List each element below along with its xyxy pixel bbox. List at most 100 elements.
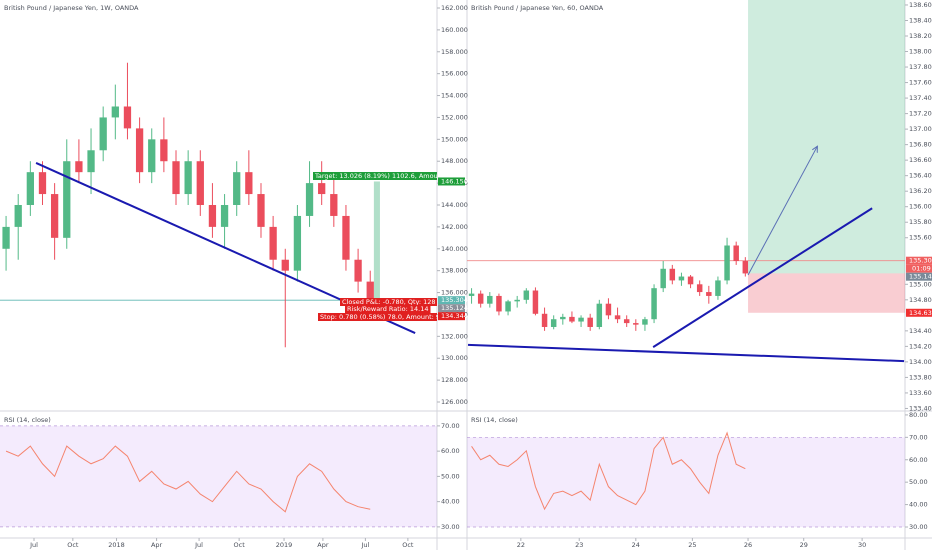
x-tick-label: Apr — [151, 541, 163, 549]
price-label-bg — [438, 304, 465, 313]
y-tick-label: 133.600 — [909, 389, 932, 397]
candle-body — [245, 172, 253, 195]
plot-area — [467, 431, 905, 528]
y-tick-label: 60.00 — [441, 447, 460, 455]
candle-body — [135, 128, 144, 173]
y-tick-label: 40.00 — [441, 498, 460, 506]
y-tick-label: 134.800 — [909, 296, 932, 304]
y-tick-label: 140.000 — [441, 245, 468, 253]
candle-body — [614, 315, 621, 320]
y-tick-label: 148.000 — [441, 157, 468, 165]
y-tick-label: 150.000 — [441, 135, 468, 143]
y-tick-label: 137.800 — [909, 63, 932, 71]
y-tick-label: 137.600 — [909, 79, 932, 87]
annotation: Stop: 0.780 (0.58%) 78.0, Amount: 9900.1… — [320, 313, 463, 321]
x-tick-label: Jul — [29, 541, 38, 549]
y-tick-label: 154.000 — [441, 92, 468, 100]
x-tick-label: Jul — [194, 541, 203, 549]
y-tick-label: 80.00 — [909, 411, 928, 419]
candle-body — [257, 194, 265, 227]
candle-body — [14, 205, 22, 227]
candle-body — [596, 303, 603, 327]
candle-body — [293, 215, 302, 271]
plot-area — [467, 0, 905, 363]
candle-body — [220, 205, 229, 227]
y-tick-label: 50.00 — [909, 478, 928, 486]
candle-body — [330, 194, 338, 216]
y-tick-label: 162.000 — [441, 4, 468, 12]
price-label: 135.141 — [909, 273, 932, 281]
price-label-bg — [438, 296, 465, 305]
x-tick-label: 2019 — [276, 541, 293, 549]
candle-body — [505, 301, 511, 312]
candle-body — [196, 161, 204, 205]
candle-body — [560, 316, 566, 320]
trend-line — [652, 207, 873, 348]
candle-body — [706, 292, 712, 296]
x-tick-label: 23 — [575, 541, 583, 549]
candle-body — [50, 194, 59, 238]
y-tick-label: 135.600 — [909, 234, 932, 242]
candle-body — [578, 317, 584, 322]
candle-body — [514, 299, 520, 302]
price-label: 146.150 — [441, 177, 468, 185]
candle-body — [281, 259, 289, 271]
candle-body — [733, 245, 739, 262]
y-tick-label: 136.400 — [909, 172, 932, 180]
candle-body — [605, 303, 612, 316]
y-tick-label: 136.200 — [909, 187, 932, 195]
y-tick-label: 160.000 — [441, 26, 468, 34]
candle-body — [496, 295, 502, 312]
x-tick-label: 30 — [858, 541, 866, 549]
candle-body — [532, 290, 539, 314]
candle-body — [63, 161, 71, 238]
x-tick-label: Jul — [360, 541, 369, 549]
candle-body — [38, 172, 47, 195]
y-tick-label: 134.400 — [909, 327, 932, 335]
price-label: 134.633 — [909, 309, 932, 317]
y-tick-label: 136.000 — [441, 289, 468, 297]
candle-body — [587, 317, 593, 327]
y-tick-label: 156.000 — [441, 70, 468, 78]
candle-body — [623, 319, 630, 324]
y-tick-label: 136.800 — [909, 141, 932, 149]
y-tick-label: 134.000 — [909, 358, 932, 366]
chart-title: RSI (14, close) — [471, 416, 518, 424]
y-tick-label: 133.400 — [909, 404, 932, 412]
y-tick-label: 136.000 — [909, 203, 932, 211]
candle-body — [318, 183, 326, 195]
y-tick-label: 137.000 — [909, 125, 932, 133]
price-label: 135.304 — [441, 296, 468, 304]
annotation-bg — [318, 313, 437, 321]
candle-body — [696, 284, 703, 293]
candle-body — [75, 161, 83, 173]
y-tick-label: 152.000 — [441, 113, 468, 121]
candle-body — [742, 261, 749, 274]
candle-body — [366, 281, 374, 301]
x-tick-label: 25 — [688, 541, 696, 549]
y-tick-label: 30.00 — [441, 523, 460, 531]
y-tick-label: 138.000 — [909, 48, 932, 56]
candle-body — [642, 319, 648, 325]
candle-body — [2, 226, 10, 249]
chart-title: RSI (14, close) — [4, 416, 51, 424]
price-label-bg — [906, 308, 932, 317]
annotation-bg — [345, 305, 431, 313]
candle-body — [724, 245, 730, 281]
candle-body — [678, 276, 685, 281]
y-tick-label: 133.800 — [909, 373, 932, 381]
candle-body — [633, 323, 639, 325]
price-label-bg — [438, 177, 465, 186]
position-zone — [748, 273, 905, 313]
price-label: 134.344 — [441, 312, 468, 320]
candle-body — [354, 259, 362, 282]
x-tick-label: Oct — [402, 541, 414, 549]
x-tick-label: 24 — [632, 541, 640, 549]
y-tick-label: 30.00 — [909, 523, 928, 531]
x-tick-label: 2018 — [108, 541, 125, 549]
candle-body — [569, 316, 575, 322]
y-tick-label: 130.000 — [441, 354, 468, 362]
trend-line — [747, 146, 817, 276]
candle-body — [172, 161, 180, 195]
y-tick-label: 60.00 — [909, 456, 928, 464]
